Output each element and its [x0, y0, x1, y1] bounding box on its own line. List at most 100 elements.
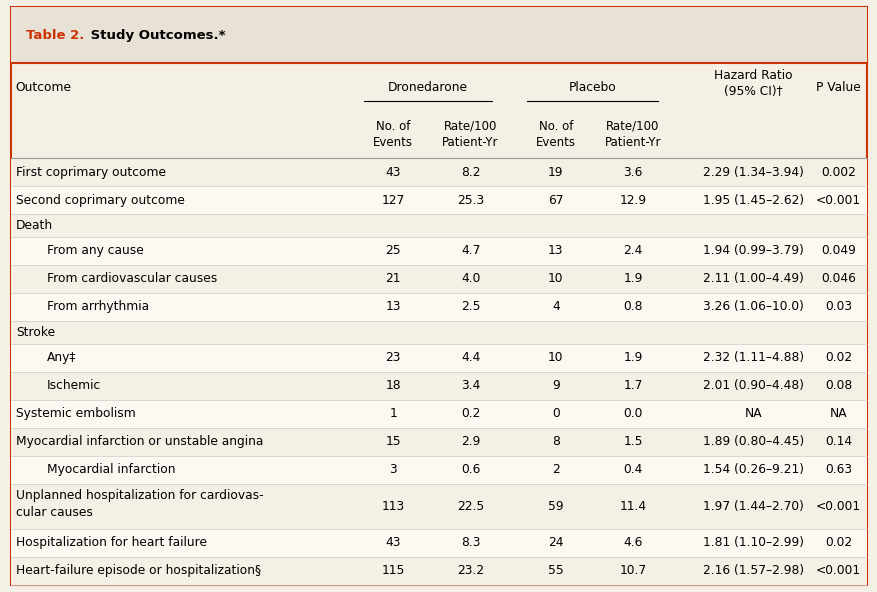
Text: 4.4: 4.4	[460, 351, 480, 364]
Text: 23: 23	[385, 351, 401, 364]
Text: Any‡: Any‡	[46, 351, 75, 364]
Text: 4.7: 4.7	[460, 244, 480, 258]
Bar	[11, 293, 866, 321]
Text: 24: 24	[547, 536, 563, 549]
Text: 3: 3	[389, 463, 396, 476]
Text: Death: Death	[16, 219, 53, 232]
Text: 59: 59	[547, 500, 563, 513]
Bar	[11, 529, 866, 557]
Text: 10.7: 10.7	[619, 564, 645, 577]
Text: No. of
Events: No. of Events	[535, 120, 575, 149]
Text: Heart-failure episode or hospitalization§: Heart-failure episode or hospitalization…	[16, 564, 260, 577]
Text: 4.0: 4.0	[460, 272, 480, 285]
Text: 2.01 (0.90–4.48): 2.01 (0.90–4.48)	[702, 379, 803, 392]
Text: 8: 8	[552, 435, 559, 448]
Text: 43: 43	[385, 536, 401, 549]
Text: 8.2: 8.2	[460, 166, 480, 179]
Text: 115: 115	[381, 564, 404, 577]
Text: No. of
Events: No. of Events	[373, 120, 413, 149]
Text: 127: 127	[381, 194, 404, 207]
Text: 21: 21	[385, 272, 401, 285]
Text: Rate/100
Patient-Yr: Rate/100 Patient-Yr	[604, 120, 660, 149]
Bar	[11, 265, 866, 293]
Text: Placebo: Placebo	[568, 81, 616, 94]
Text: 19: 19	[547, 166, 563, 179]
Text: 0.8: 0.8	[623, 300, 642, 313]
Text: 2.29 (1.34–3.94): 2.29 (1.34–3.94)	[702, 166, 802, 179]
Text: First coprimary outcome: First coprimary outcome	[16, 166, 166, 179]
Bar	[11, 321, 866, 343]
Text: 0.63: 0.63	[824, 463, 851, 476]
Text: 0.02: 0.02	[824, 351, 851, 364]
Text: 4: 4	[552, 300, 559, 313]
Text: 113: 113	[381, 500, 404, 513]
Text: 1.95 (1.45–2.62): 1.95 (1.45–2.62)	[702, 194, 803, 207]
Text: 4.6: 4.6	[623, 536, 642, 549]
Text: 1.7: 1.7	[623, 379, 642, 392]
Text: 2.16 (1.57–2.98): 2.16 (1.57–2.98)	[702, 564, 803, 577]
Text: 13: 13	[547, 244, 563, 258]
Bar	[11, 158, 866, 186]
Text: 2.4: 2.4	[623, 244, 642, 258]
Text: Ischemic: Ischemic	[46, 379, 101, 392]
Text: 0.2: 0.2	[460, 407, 480, 420]
Bar	[11, 214, 866, 237]
Text: Table 2.: Table 2.	[26, 29, 84, 41]
Text: 1: 1	[389, 407, 396, 420]
Text: From cardiovascular causes: From cardiovascular causes	[46, 272, 217, 285]
Bar	[11, 484, 866, 529]
Text: Dronedarone: Dronedarone	[388, 81, 467, 94]
Text: 0.03: 0.03	[824, 300, 851, 313]
Text: 15: 15	[385, 435, 401, 448]
Text: 18: 18	[385, 379, 401, 392]
Text: 55: 55	[547, 564, 563, 577]
Text: Stroke: Stroke	[16, 326, 55, 339]
Text: 1.9: 1.9	[623, 272, 642, 285]
Text: 0.4: 0.4	[623, 463, 642, 476]
Text: Rate/100
Patient-Yr: Rate/100 Patient-Yr	[442, 120, 498, 149]
Text: 3.6: 3.6	[623, 166, 642, 179]
Bar	[11, 372, 866, 400]
Text: 12.9: 12.9	[619, 194, 645, 207]
Bar	[11, 237, 866, 265]
Text: 0.002: 0.002	[820, 166, 855, 179]
Text: 9: 9	[552, 379, 559, 392]
Text: 0.02: 0.02	[824, 536, 851, 549]
Text: 2.11 (1.00–4.49): 2.11 (1.00–4.49)	[702, 272, 802, 285]
Text: 0.0: 0.0	[623, 407, 642, 420]
Text: Unplanned hospitalization for cardiovas-
cular causes: Unplanned hospitalization for cardiovas-…	[16, 490, 263, 519]
Text: 0.6: 0.6	[460, 463, 480, 476]
Text: Myocardial infarction: Myocardial infarction	[46, 463, 175, 476]
Text: 43: 43	[385, 166, 401, 179]
Text: 8.3: 8.3	[460, 536, 480, 549]
Text: <0.001: <0.001	[815, 500, 860, 513]
Text: 2.32 (1.11–4.88): 2.32 (1.11–4.88)	[702, 351, 803, 364]
Text: Study Outcomes.*: Study Outcomes.*	[86, 29, 225, 41]
Text: 25.3: 25.3	[456, 194, 484, 207]
Text: 1.81 (1.10–2.99): 1.81 (1.10–2.99)	[702, 536, 803, 549]
Text: 1.54 (0.26–9.21): 1.54 (0.26–9.21)	[702, 463, 803, 476]
Text: 3.4: 3.4	[460, 379, 480, 392]
Text: 22.5: 22.5	[456, 500, 484, 513]
Bar	[11, 186, 866, 214]
Text: 0.049: 0.049	[820, 244, 855, 258]
Text: 1.5: 1.5	[623, 435, 642, 448]
Text: 10: 10	[547, 272, 563, 285]
Text: <0.001: <0.001	[815, 564, 860, 577]
Text: 2.9: 2.9	[460, 435, 480, 448]
Text: 0: 0	[552, 407, 559, 420]
Text: 13: 13	[385, 300, 401, 313]
Text: 0.046: 0.046	[820, 272, 855, 285]
Text: 1.9: 1.9	[623, 351, 642, 364]
Text: 23.2: 23.2	[457, 564, 483, 577]
Text: 11.4: 11.4	[619, 500, 645, 513]
Text: Hazard Ratio
(95% CI)†: Hazard Ratio (95% CI)†	[713, 69, 792, 98]
Bar	[11, 7, 866, 63]
Text: 2.5: 2.5	[460, 300, 480, 313]
Text: NA: NA	[829, 407, 846, 420]
Bar	[11, 427, 866, 456]
Text: 10: 10	[547, 351, 563, 364]
Text: 0.08: 0.08	[824, 379, 852, 392]
Text: Second coprimary outcome: Second coprimary outcome	[16, 194, 184, 207]
Text: Outcome: Outcome	[16, 81, 72, 94]
